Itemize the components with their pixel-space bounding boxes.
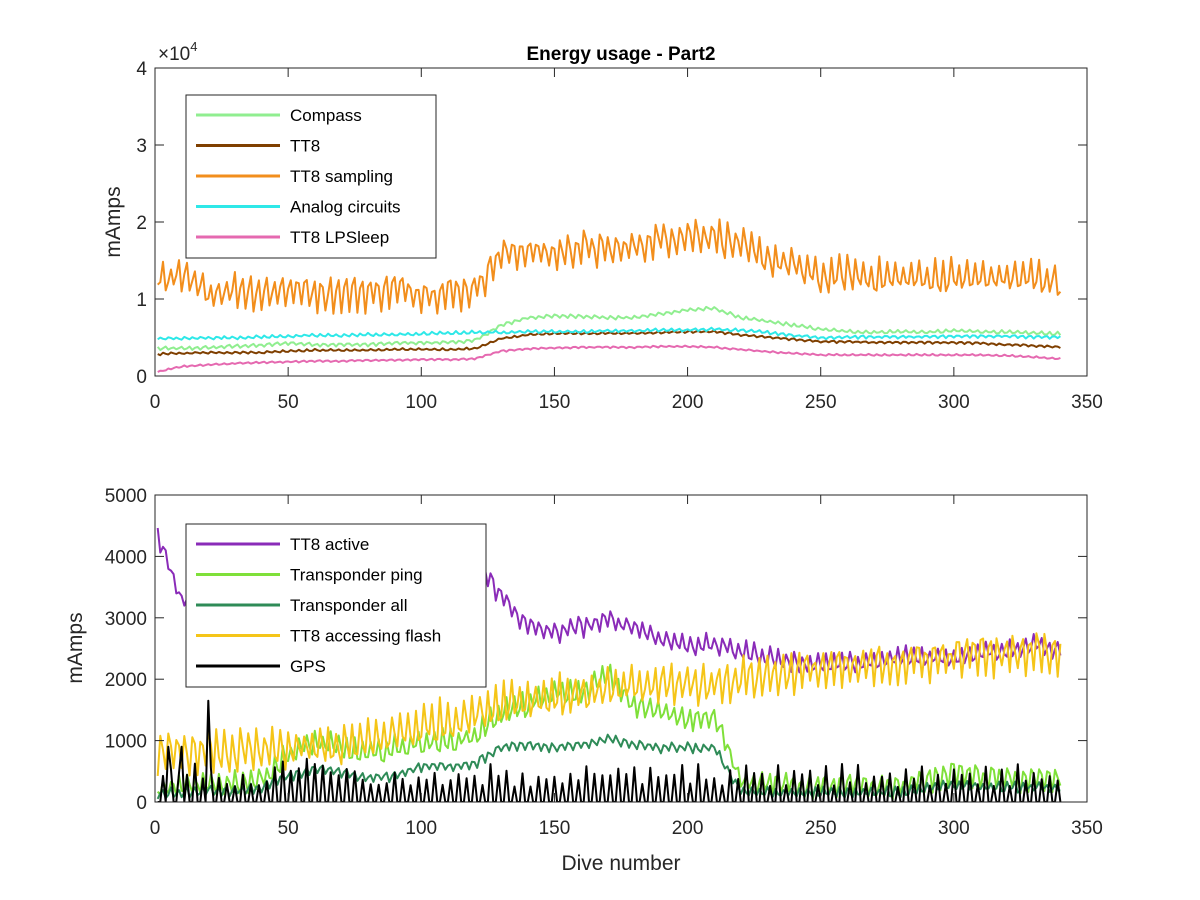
top-subplot: 0 50 100 150 200 250 300 350 0 1 2 3 4 Energy usage … (102, 39, 1103, 413)
legend-label-tt8-lpsleep: TT8 LPSleep (290, 228, 389, 247)
x-tick-label: 150 (539, 392, 571, 413)
legend-box (185, 523, 487, 688)
series-line-compass (156, 305, 1062, 351)
x-tick-label: 0 (150, 818, 161, 839)
legend-label-transponder-ping: Transponder ping (290, 566, 423, 585)
bottom-axes-box (154, 494, 1088, 803)
x-tick-label: 200 (672, 818, 704, 839)
bottom-ticks: 0 50 100 150 200 250 300 350 0 1000 2000 3000 4000 50… (105, 486, 1103, 839)
legend-label-tt8-accessing-flash: TT8 accessing flash (290, 627, 441, 646)
y-tick-label: 5000 (105, 486, 147, 507)
legend-label-analog-circuits: Analog circuits (290, 198, 401, 217)
top-series-lines (156, 218, 1062, 373)
bottom-y-axis-label: mAmps (64, 612, 87, 683)
top-ticks: 0 50 100 150 200 250 300 350 0 1 2 3 4 (136, 59, 1102, 413)
x-tick-label: 300 (938, 392, 970, 413)
legend-label-compass: Compass (290, 106, 362, 125)
bottom-series-lines (156, 527, 1062, 802)
legend-label-transponder-all: Transponder all (290, 596, 408, 615)
y-tick-label: 2000 (105, 670, 147, 691)
y-tick-label: 0 (136, 793, 147, 814)
bottom-subplot: 0 50 100 150 200 250 300 350 0 1000 2000 3000 4000 50… (64, 486, 1103, 875)
x-tick-label: 350 (1071, 818, 1103, 839)
x-tick-label: 50 (278, 818, 299, 839)
series-line-transponder-ping (156, 663, 1062, 801)
x-tick-label: 200 (672, 392, 704, 413)
x-tick-label: 250 (805, 818, 837, 839)
series-line-tt8-accessing-flash (156, 632, 1062, 777)
series-line-tt8-sampling (157, 218, 1062, 315)
x-tick-label: 350 (1071, 392, 1103, 413)
x-tick-label: 100 (405, 392, 437, 413)
x-tick-label: 150 (539, 818, 571, 839)
legend-label-tt8-sampling: TT8 sampling (290, 167, 393, 186)
legend-label-gps: GPS (290, 657, 326, 676)
y-tick-label: 1000 (105, 732, 147, 753)
bottom-legend: TT8 active Transponder ping Transponder al… (185, 523, 487, 688)
y-tick-label: 4 (136, 59, 147, 80)
legend-label-tt8-active: TT8 active (290, 535, 369, 554)
legend-label-tt8: TT8 (290, 137, 320, 156)
top-legend: Compass TT8 TT8 sampling Analog circuits TT8… (185, 94, 437, 259)
y-tick-label: 4000 (105, 547, 147, 568)
bottom-x-axis-label: Dive number (561, 852, 680, 875)
series-line-analog-circuits (157, 326, 1061, 341)
top-title: Energy usage - Part2 (526, 44, 715, 65)
series-line-tt8 (157, 329, 1061, 357)
y-tick-label: 3000 (105, 609, 147, 630)
x-tick-label: 0 (150, 392, 161, 413)
x-tick-label: 250 (805, 392, 837, 413)
y-tick-label: 1 (136, 290, 147, 311)
top-y-axis-label: mAmps (102, 186, 125, 257)
series-line-gps (157, 699, 1062, 802)
x-tick-label: 300 (938, 818, 970, 839)
y-tick-label: 2 (136, 213, 147, 234)
x-tick-label: 100 (405, 818, 437, 839)
series-line-tt8-lpsleep (157, 344, 1061, 373)
x-tick-label: 50 (278, 392, 299, 413)
y-tick-label: 0 (136, 367, 147, 388)
top-y-exponent: ×104 (158, 39, 197, 65)
y-tick-label: 3 (136, 136, 147, 157)
